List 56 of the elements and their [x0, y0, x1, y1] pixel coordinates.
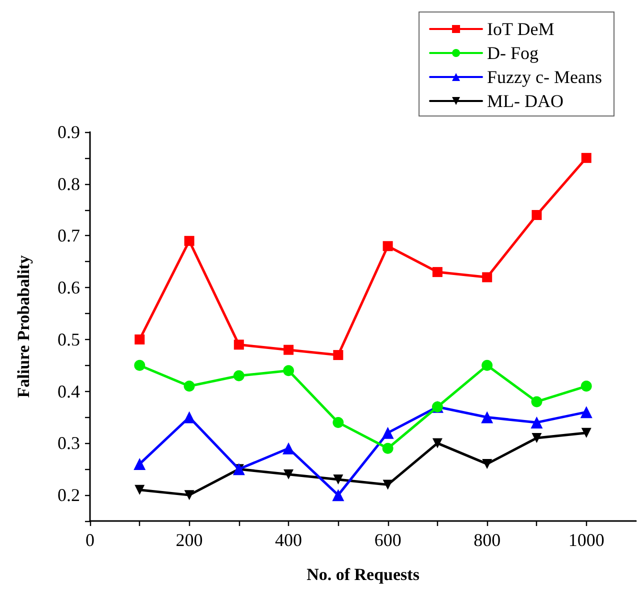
point: [184, 236, 194, 246]
x-tick-label: 600: [374, 530, 402, 550]
legend-label: Fuzzy c- Means: [487, 67, 602, 87]
x-tick-label: 800: [474, 530, 501, 550]
x-tick-label: 400: [275, 530, 302, 550]
y-tick-label: 0.8: [58, 174, 80, 194]
point: [284, 469, 294, 480]
legend-label: ML- DAO: [487, 91, 564, 111]
point: [580, 380, 592, 392]
point: [382, 426, 394, 439]
x-tick-label: 1000: [568, 530, 604, 550]
y-tick-label: 0.3: [58, 433, 80, 454]
point: [482, 272, 492, 282]
point: [134, 484, 145, 495]
y-tick-label: 0.4: [58, 381, 80, 402]
point: [581, 152, 592, 163]
point: [233, 370, 244, 382]
point: [284, 344, 294, 355]
point: [234, 340, 244, 350]
y-axis-title: Faliure Probabality: [14, 254, 33, 398]
point: [134, 458, 146, 470]
point: [333, 350, 344, 360]
point: [382, 241, 393, 252]
point: [134, 360, 146, 371]
point: [332, 489, 344, 502]
point: [333, 474, 344, 485]
y-tick-label: 0.6: [58, 278, 80, 298]
point: [532, 210, 542, 220]
point: [282, 442, 295, 454]
point: [134, 334, 145, 344]
y-tick-label: 0.7: [58, 226, 80, 246]
point: [283, 365, 294, 376]
x-tick-label: 0: [86, 530, 94, 550]
y-tick-label: 0.5: [58, 329, 80, 350]
point: [382, 480, 393, 490]
point: [531, 396, 542, 408]
point: [432, 438, 442, 448]
point: [532, 433, 542, 444]
point: [184, 380, 195, 392]
y-tick-label: 0.9: [58, 122, 80, 142]
point: [580, 406, 592, 418]
point: [482, 458, 492, 469]
point: [332, 416, 344, 428]
x-axis-title: No. of Requests: [306, 565, 420, 584]
y-tick-label: 0.2: [58, 485, 80, 506]
point: [481, 411, 494, 424]
x-tick-label: 200: [176, 530, 203, 550]
legend-label: IoT DeM: [487, 19, 554, 39]
point: [530, 416, 543, 428]
point: [432, 267, 442, 278]
point: [184, 490, 194, 500]
point: [382, 442, 394, 454]
point: [183, 411, 196, 424]
point: [482, 360, 493, 371]
point: [581, 428, 592, 438]
legend-label: D- Fog: [487, 43, 539, 63]
